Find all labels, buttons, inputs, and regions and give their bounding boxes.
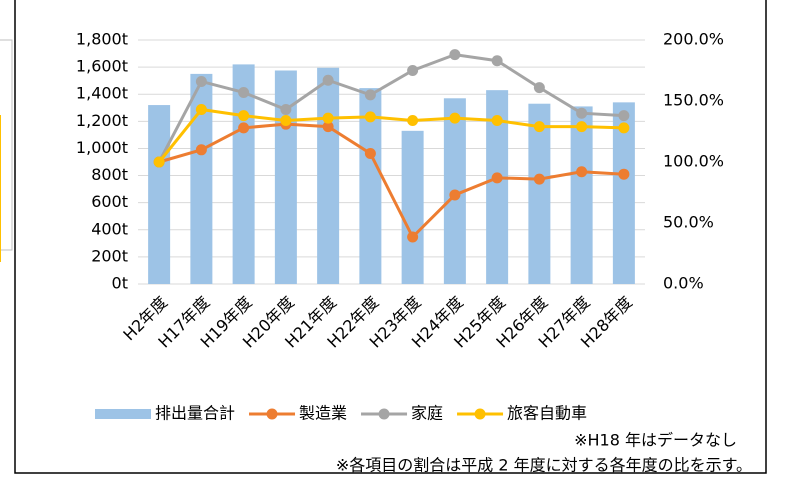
bar [148, 105, 171, 284]
y-tick-label: 800t [91, 165, 128, 184]
marker [618, 168, 630, 180]
marker [322, 121, 334, 133]
bar [317, 67, 340, 285]
y-tick-label: 1,800t [76, 30, 128, 49]
marker [407, 231, 419, 243]
y-tick-label: 400t [91, 219, 128, 238]
legend-swatch [95, 409, 151, 419]
legend-label: 製造業 [299, 404, 347, 423]
y2-tick-label: 0.0% [663, 274, 704, 293]
marker [195, 104, 207, 116]
y2-tick-label: 50.0% [663, 213, 714, 232]
marker [618, 110, 630, 122]
y2-tick-label: 100.0% [663, 152, 724, 171]
bar [401, 130, 424, 284]
marker [195, 75, 207, 87]
marker [195, 144, 207, 156]
marker [533, 173, 545, 185]
bar [359, 88, 382, 284]
y-tick-label: 200t [91, 246, 128, 265]
legend-swatch [266, 408, 278, 420]
marker [364, 111, 376, 123]
marker [280, 115, 292, 127]
line [158, 122, 624, 240]
y-tick-label: 0t [112, 274, 128, 293]
note: ※各項目の割合は平成 2 年度に対する各年度の比を示す。 [336, 456, 752, 475]
bar [570, 106, 593, 284]
marker [491, 172, 503, 184]
marker [322, 74, 334, 86]
marker [449, 189, 461, 201]
marker [576, 121, 588, 133]
marker [364, 89, 376, 101]
marker [238, 122, 250, 134]
line [157, 53, 624, 163]
bar [528, 103, 551, 284]
marker [576, 107, 588, 119]
marker [238, 86, 250, 98]
marker [533, 82, 545, 94]
marker [407, 115, 419, 127]
legend-label: 排出量合計 [155, 404, 235, 423]
chart-frame [14, 0, 767, 474]
bar [612, 102, 635, 284]
legend-swatch [474, 408, 486, 420]
marker [576, 166, 588, 178]
marker [153, 156, 165, 168]
legend-label: 家庭 [411, 404, 443, 423]
bar [190, 73, 213, 284]
y-tick-label: 1,000t [76, 138, 128, 157]
marker [280, 104, 292, 116]
marker [407, 65, 419, 76]
marker [449, 112, 461, 124]
marker [238, 110, 250, 122]
note: ※H18 年はデータなし [574, 431, 737, 450]
marker [533, 121, 545, 133]
line [157, 107, 624, 163]
y-tick-label: 1,600t [76, 57, 128, 76]
legend-label: 旅客自動車 [507, 404, 587, 423]
marker [364, 147, 376, 159]
marker [618, 122, 630, 134]
y2-tick-label: 200.0% [663, 30, 724, 49]
bar [486, 90, 509, 285]
y-tick-label: 600t [91, 192, 128, 211]
bar [232, 64, 255, 285]
marker [449, 49, 461, 61]
marker [491, 115, 503, 127]
marker [491, 55, 503, 67]
side-panel [0, 39, 13, 251]
legend-swatch [378, 408, 390, 420]
marker [322, 112, 334, 124]
y-tick-label: 1,400t [76, 84, 128, 103]
y2-tick-label: 150.0% [663, 91, 724, 110]
y-tick-label: 1,200t [76, 111, 128, 130]
